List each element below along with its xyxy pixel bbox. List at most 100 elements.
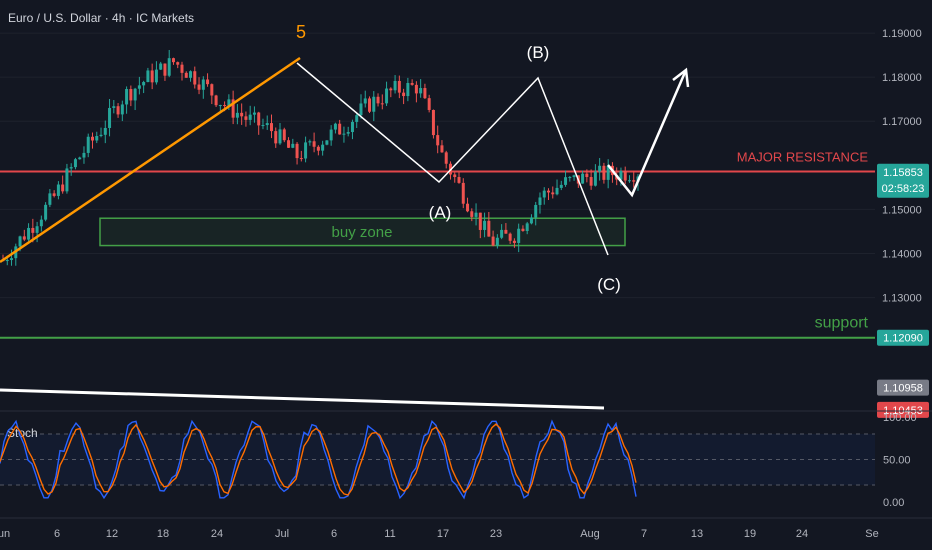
candle-body <box>261 125 265 127</box>
candle-body <box>269 123 273 132</box>
candle-body <box>376 96 380 104</box>
candle-body <box>593 171 597 186</box>
candle-body <box>372 96 376 112</box>
candle-body <box>223 105 227 107</box>
candle-body <box>385 88 389 104</box>
candle-body <box>291 143 295 148</box>
candle-body <box>82 152 86 158</box>
price-badge-label: 1.12090 <box>883 333 923 345</box>
candle-body <box>99 134 103 137</box>
candle-body <box>295 143 299 159</box>
time-tick-label: 6 <box>331 528 337 540</box>
candle-body <box>559 184 563 188</box>
candle-body <box>116 106 120 115</box>
buy-zone <box>99 217 626 247</box>
time-tick-label: 23 <box>490 528 502 540</box>
candle-body <box>427 98 431 110</box>
candle-body <box>333 123 337 130</box>
candle-body <box>466 203 470 212</box>
candle-body <box>10 258 14 261</box>
time-tick-label: Aug <box>580 528 600 540</box>
candle-body <box>180 64 184 73</box>
price-axis[interactable]: 1.19000 1.18000 1.17000 1.15000 1.14000 1.130… <box>875 0 932 550</box>
buy-zone-label: buy zone <box>332 224 393 241</box>
candle-body <box>551 192 555 195</box>
stoch-tick-label: 0.00 <box>883 497 904 509</box>
candle-body <box>325 140 329 145</box>
candle-body <box>568 177 572 179</box>
candle-body <box>235 112 239 118</box>
candle-body <box>431 109 435 136</box>
candle-body <box>491 236 495 246</box>
candle-body <box>517 228 521 243</box>
candle-body <box>474 212 478 217</box>
price-tick-label: 1.19000 <box>882 28 922 40</box>
wave-5-line <box>0 56 301 264</box>
stoch-tick-label: 50.00 <box>883 455 911 467</box>
candle-body <box>304 142 308 159</box>
candle-body <box>581 173 585 184</box>
candle-body <box>512 240 516 243</box>
candle-body <box>406 83 410 97</box>
resistance-label: MAJOR RESISTANCE <box>737 149 869 164</box>
candle-body <box>389 88 393 91</box>
candle-body <box>355 115 359 122</box>
candle-body <box>90 136 94 141</box>
candle-body <box>521 228 525 231</box>
candle-body <box>308 141 312 143</box>
time-tick-label: 24 <box>211 528 223 540</box>
candle-body <box>436 135 440 146</box>
candle-body <box>197 84 201 90</box>
support-label: support <box>815 315 869 332</box>
time-tick-label: 11 <box>384 528 395 540</box>
candle-body <box>534 204 538 218</box>
candle-body <box>368 98 372 112</box>
time-tick-label: 12 <box>106 528 118 540</box>
candle-body <box>52 193 56 196</box>
candle-body <box>457 177 461 183</box>
chart-title: Euro / U.S. Dollar · 4h · IC Markets <box>8 11 195 25</box>
candle-body <box>623 170 627 181</box>
candle-body <box>440 145 444 153</box>
candle-body <box>189 71 193 78</box>
candle-body <box>108 107 112 128</box>
candle-body <box>606 165 610 180</box>
candle-body <box>22 236 26 240</box>
candle-body <box>393 80 397 91</box>
candle-body <box>137 85 141 89</box>
candle-body <box>163 63 167 76</box>
candle-body <box>402 92 406 97</box>
candle-body <box>508 233 512 241</box>
candle-body <box>627 180 631 182</box>
candle-body <box>619 170 623 180</box>
candle-body <box>48 193 52 205</box>
time-axis[interactable]: un 6 12 18 24 Jul 6 11 17 23 Aug 7 13 19 24 Se <box>0 517 932 540</box>
candle-body <box>282 129 286 141</box>
candle-body <box>201 79 205 90</box>
candle-body <box>73 159 77 168</box>
time-tick-label: 18 <box>157 528 169 540</box>
candle-body <box>495 237 499 246</box>
candle-body <box>248 114 252 120</box>
price-badge-label: 1.10958 <box>883 383 923 395</box>
price-tick-label: 1.18000 <box>882 72 922 84</box>
candle-body <box>525 223 529 231</box>
price-badge <box>877 379 929 396</box>
candle-body <box>274 131 278 144</box>
candle-body <box>585 173 589 178</box>
time-tick-label: 17 <box>437 528 449 540</box>
candle-body <box>206 79 210 85</box>
candle-body <box>65 168 69 192</box>
time-tick-label: Se <box>865 528 878 540</box>
candle-body <box>444 152 448 164</box>
time-tick-label: 24 <box>796 528 808 540</box>
candle-body <box>397 80 401 93</box>
time-tick-label: 6 <box>54 528 60 540</box>
candle-body <box>193 71 197 85</box>
candle-body <box>146 70 150 83</box>
price-tick-label: 1.15000 <box>882 204 922 216</box>
candle-body <box>483 220 487 230</box>
